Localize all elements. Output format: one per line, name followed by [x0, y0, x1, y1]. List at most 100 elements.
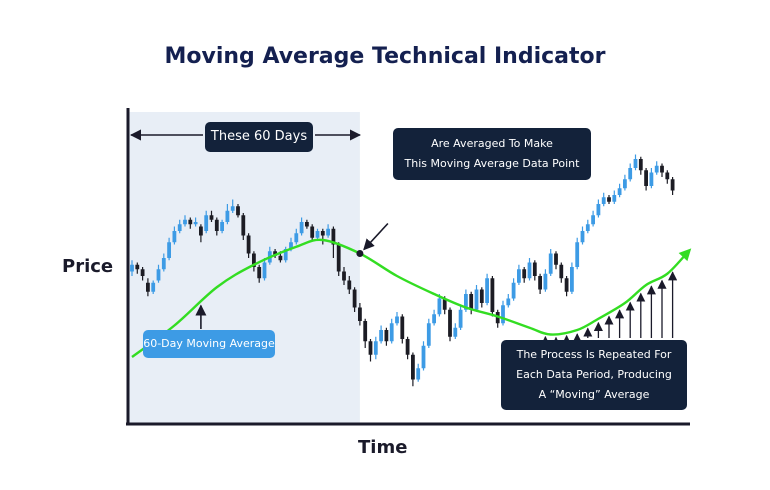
candles-group [130, 154, 675, 387]
repeat-label-line-3: A “Moving” Average [538, 388, 650, 401]
candle-body [257, 267, 262, 279]
candle-body [490, 278, 495, 312]
candle-body [432, 314, 436, 324]
candle-body [628, 168, 633, 180]
candle-body [236, 206, 240, 216]
candle-body [411, 354, 415, 380]
candle-body [204, 215, 209, 231]
data-point-arrow [363, 222, 389, 251]
candle-body [532, 262, 537, 276]
candle-body [368, 341, 373, 355]
candle-body [156, 269, 161, 281]
candle-body [183, 219, 187, 225]
candle-body [400, 316, 405, 339]
candle-body [554, 253, 558, 265]
candle-body [305, 222, 309, 227]
candle-body [352, 289, 357, 308]
candle-body [146, 282, 150, 292]
candle-body [564, 278, 569, 292]
candle-body [517, 269, 521, 283]
candle-body [151, 282, 156, 292]
candle-body [453, 327, 458, 337]
candle-body [331, 228, 336, 245]
candle-body [623, 179, 627, 189]
candle-body [315, 231, 320, 238]
candle-body [506, 298, 511, 306]
candle-body [273, 251, 277, 256]
candle-body [373, 341, 378, 355]
candle-body [320, 231, 325, 236]
candle-body [214, 219, 219, 231]
candle-body [644, 170, 648, 186]
window-label: These 60 Days [205, 122, 313, 152]
candle-body [601, 197, 606, 204]
candle-body [230, 206, 235, 211]
candle-body [511, 282, 516, 299]
candle-body [448, 309, 452, 337]
candle-body [188, 219, 193, 225]
candle-body [548, 253, 553, 274]
chart-title: Moving Average Technical Indicator [164, 44, 606, 69]
candle-body [347, 280, 352, 290]
candle-body [172, 231, 177, 243]
candle-body [299, 222, 304, 234]
candle-body [336, 244, 341, 272]
y-axis-label: Price [62, 256, 114, 277]
candle-body [570, 267, 574, 292]
candle-body [241, 215, 246, 236]
candle-body [660, 165, 664, 173]
candle-body [363, 321, 368, 342]
candle-body [580, 231, 585, 243]
candle-body [559, 264, 564, 279]
repeat-label-line-1: The Process Is Repeated For [516, 348, 672, 361]
candle-body [527, 262, 532, 279]
repeat-arrows-group [540, 271, 678, 346]
candle-body [326, 228, 330, 236]
candle-body [485, 278, 489, 303]
candle-body [638, 159, 643, 171]
candle-body [649, 172, 654, 186]
candle-body [389, 323, 394, 342]
candle-body [358, 307, 362, 321]
candle-body [209, 215, 214, 220]
candle-body [177, 224, 182, 231]
candle-body [633, 159, 638, 168]
candle-body [474, 289, 479, 310]
candle-body [252, 253, 256, 267]
candle-body [246, 235, 251, 254]
candle-body [543, 273, 548, 290]
repeat-label-line-2: Each Data Period, Producing [516, 368, 672, 381]
candle-body [278, 255, 283, 261]
candle-body [522, 269, 527, 279]
candle-body [665, 172, 670, 180]
candle-body [437, 298, 442, 315]
candle-body [421, 345, 426, 369]
x-axis-label: Time [358, 437, 408, 458]
candle-body [617, 188, 622, 195]
candle-body [469, 294, 474, 310]
candle-body [405, 339, 410, 355]
candle-body [654, 165, 659, 173]
moving-average-data-point [356, 250, 364, 257]
candle-body [342, 271, 346, 281]
candle-body [670, 179, 675, 191]
candle-body [464, 294, 468, 310]
candle-body [199, 226, 203, 236]
candle-body [501, 305, 505, 324]
candle-body [283, 249, 288, 261]
candle-body [426, 323, 431, 346]
moving-average-arrowhead [678, 248, 692, 262]
averaged-label-line-2: This Moving Average Data Point [404, 157, 580, 170]
candle-body [538, 276, 542, 290]
averaging-window-shade [128, 112, 360, 424]
candle-body [379, 330, 383, 342]
candle-body [220, 222, 224, 231]
candle-body [289, 242, 293, 249]
candle-body [458, 309, 463, 328]
candle-body [193, 222, 198, 225]
candle-body [575, 242, 580, 267]
moving-average-line [131, 238, 690, 358]
averaged-label: Are Averaged To Make This Moving Average… [393, 128, 591, 180]
candle-body [442, 298, 447, 310]
